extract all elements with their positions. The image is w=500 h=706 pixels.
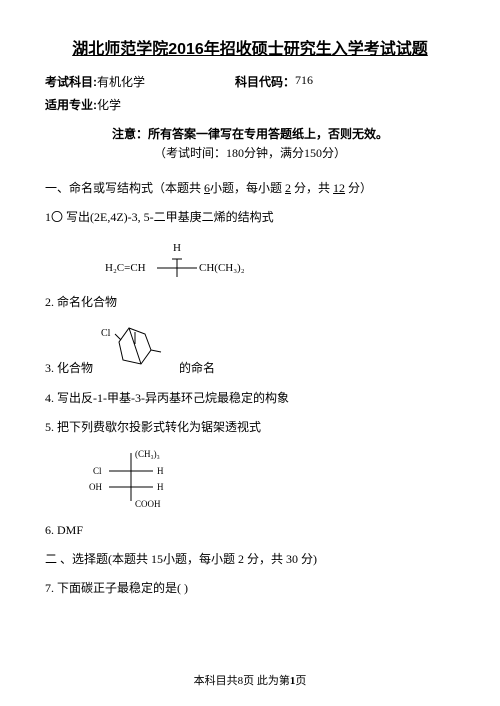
question-7: 7. 下面碳正子最稳定的是( ) (45, 579, 455, 598)
q3-pre: 3. 化合物 (45, 359, 93, 378)
section-1-heading: 一、命名或写结构式（本题共 6小题，每小题 2 分，共 12 分） (45, 179, 455, 196)
major-label: 适用专业: (45, 96, 97, 113)
page-footer: 本科目共8页 此为第1页 (0, 672, 500, 688)
major-value: 化学 (97, 96, 121, 113)
meta-subject-row: 考试科目: 有机化学 科目代码： 716 (45, 73, 455, 90)
fischer-projection: (CH₃)₃ Cl H OH H COOH (85, 447, 195, 511)
notice-text: 注意：所有答案一律写在专用答题纸上，否则无效。 (45, 125, 455, 142)
footer-mid: 页 此为第 (243, 675, 290, 687)
subject-label: 考试科目: (45, 73, 97, 90)
d3-cl: Cl (101, 328, 111, 339)
d5-r3a: OH (89, 482, 102, 492)
s1-m1: 小题，每小题 (210, 181, 285, 195)
subject-value: 有机化学 (97, 73, 145, 90)
diagram-q5: (CH₃)₃ Cl H OH H COOH (85, 447, 455, 515)
s1-u3: 12 (333, 181, 345, 195)
q3-post: 的命名 (179, 359, 215, 378)
question-5: 5. 把下列费歇尔投影式转化为锯架透视式 (45, 418, 455, 437)
section-2-heading: 二 、选择题(本题共 15小题，每小题 2 分，共 30 分) (45, 550, 455, 567)
question-3-row: 3. 化合物 Cl 的命名 (45, 322, 455, 378)
d5-r2a: Cl (93, 466, 102, 476)
chem-structure-1: H₂C=CH H CH(CH₃)₂ (105, 237, 275, 283)
d1-left: H₂C=CH (105, 262, 146, 274)
d1-h: H (173, 242, 181, 254)
question-4: 4. 写出反-1-甲基-3-异丙基环己烷最稳定的构象 (45, 389, 455, 408)
s1-pre: 一、命名或写结构式（本题共 (45, 181, 204, 195)
d5-r3b: H (157, 482, 164, 492)
d5-r2b: H (157, 466, 164, 476)
question-1: 1〇 写出(2E,4Z)-3, 5-二甲基庚二烯的结构式 (45, 208, 455, 227)
timing-text: （考试时间：180分钟，满分150分） (45, 144, 455, 161)
code-label: 科目代码： (235, 73, 295, 90)
code-value: 716 (295, 73, 313, 90)
d1-right: CH(CH₃)₂ (199, 262, 245, 274)
chem-structure-3: Cl (101, 322, 171, 372)
question-2: 2. 命名化合物 (45, 293, 455, 312)
s1-end: 分） (345, 181, 372, 195)
question-6: 6. DMF (45, 521, 455, 540)
d5-r4: COOH (135, 499, 161, 509)
footer-pre: 本科目共 (194, 675, 238, 687)
meta-major-row: 适用专业: 化学 (45, 96, 455, 113)
footer-end: 页 (295, 675, 306, 687)
diagram-q3: Cl (101, 322, 171, 378)
diagram-q1: H₂C=CH H CH(CH₃)₂ (105, 237, 455, 287)
exam-title: 湖北师范学院2016年招收硕士研究生入学考试试题 (45, 35, 455, 59)
s1-m2: 分，共 (291, 181, 333, 195)
d5-r1: (CH₃)₃ (135, 449, 160, 459)
